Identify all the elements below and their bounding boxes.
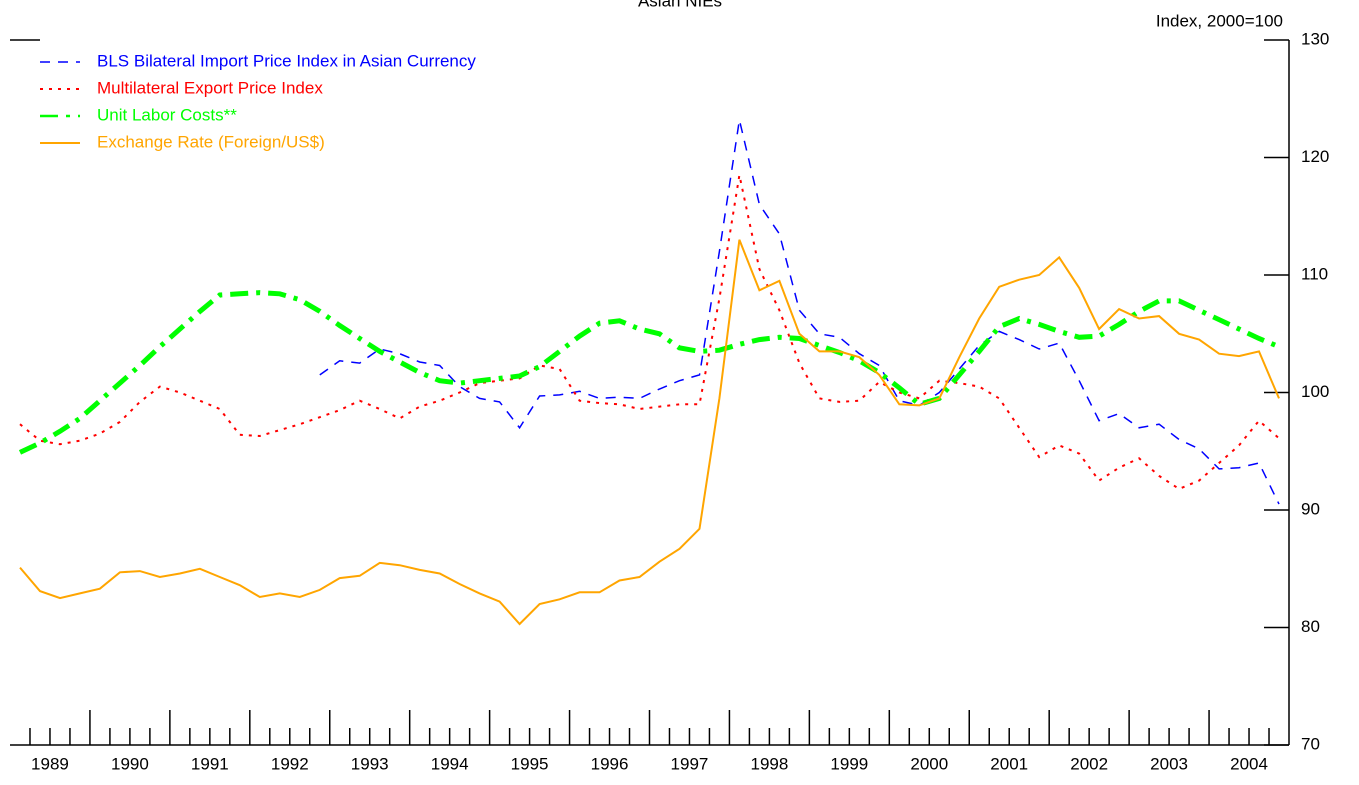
x-tick-label: 2002 <box>1070 754 1108 773</box>
series-line <box>19 174 1280 491</box>
series-line <box>18 290 1280 455</box>
x-tick-label: 1994 <box>431 754 469 773</box>
x-tick-label: 1989 <box>31 754 69 773</box>
x-tick-label: 1991 <box>191 754 229 773</box>
series-line <box>319 119 1280 505</box>
x-tick-label: 2003 <box>1150 754 1188 773</box>
x-tick-label: 1996 <box>591 754 629 773</box>
y-tick-label: 90 <box>1301 499 1320 518</box>
x-tick-label: 2000 <box>910 754 948 773</box>
chart-title: Asian NIEs <box>638 0 722 10</box>
x-tick-label: 1990 <box>111 754 149 773</box>
series-line <box>19 239 1280 626</box>
y-tick-label: 70 <box>1301 734 1320 753</box>
y-axis-label: Index, 2000=100 <box>1156 11 1283 30</box>
y-tick-label: 130 <box>1301 29 1329 48</box>
y-tick-label: 120 <box>1301 147 1329 166</box>
y-tick-label: 110 <box>1301 264 1328 283</box>
x-tick-label: 1999 <box>830 754 868 773</box>
legend-label: Exchange Rate (Foreign/US$) <box>97 132 325 151</box>
legend-label: BLS Bilateral Import Price Index in Asia… <box>97 51 476 70</box>
x-tick-label: 1993 <box>351 754 389 773</box>
x-tick-label: 1998 <box>750 754 788 773</box>
x-tick-label: 1992 <box>271 754 309 773</box>
x-tick-label: 1997 <box>671 754 709 773</box>
legend-label: Unit Labor Costs** <box>97 105 237 124</box>
x-tick-label: 2004 <box>1230 754 1268 773</box>
y-tick-label: 100 <box>1301 382 1329 401</box>
y-tick-label: 80 <box>1301 617 1320 636</box>
legend-label: Multilateral Export Price Index <box>97 78 323 97</box>
x-tick-label: 2001 <box>990 754 1028 773</box>
x-tick-label: 1995 <box>511 754 549 773</box>
